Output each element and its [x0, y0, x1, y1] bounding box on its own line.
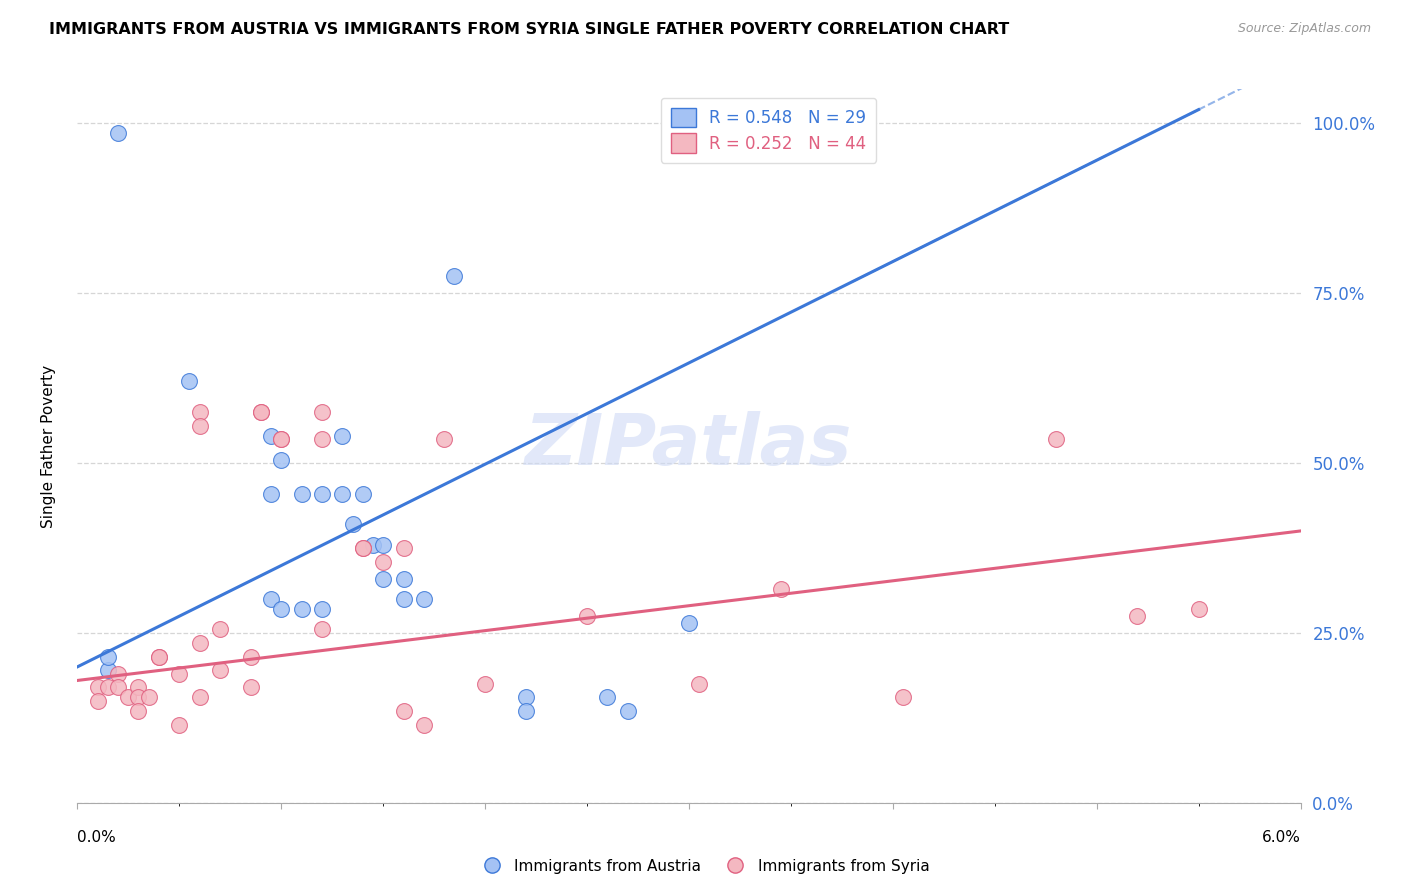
- Point: [373, 555, 395, 569]
- Point: [373, 572, 395, 586]
- Point: [260, 429, 283, 443]
- Point: [311, 486, 333, 500]
- Point: [413, 591, 436, 606]
- Point: [596, 690, 619, 705]
- Point: [291, 486, 314, 500]
- Y-axis label: Single Father Poverty: Single Father Poverty: [42, 365, 56, 527]
- Point: [128, 690, 150, 705]
- Point: [270, 432, 292, 446]
- Point: [188, 636, 211, 650]
- Point: [97, 663, 120, 677]
- Point: [311, 602, 333, 616]
- Point: [260, 591, 283, 606]
- Point: [515, 690, 537, 705]
- Point: [117, 690, 139, 705]
- Point: [891, 690, 914, 705]
- Point: [392, 541, 415, 555]
- Point: [209, 663, 232, 677]
- Point: [107, 127, 129, 141]
- Text: ZIPatlas: ZIPatlas: [526, 411, 852, 481]
- Point: [270, 432, 292, 446]
- Point: [270, 602, 292, 616]
- Point: [392, 572, 415, 586]
- Point: [1188, 602, 1211, 616]
- Point: [392, 704, 415, 718]
- Point: [188, 418, 211, 433]
- Point: [311, 432, 333, 446]
- Point: [332, 429, 354, 443]
- Text: IMMIGRANTS FROM AUSTRIA VS IMMIGRANTS FROM SYRIA SINGLE FATHER POVERTY CORRELATI: IMMIGRANTS FROM AUSTRIA VS IMMIGRANTS FR…: [49, 22, 1010, 37]
- Point: [260, 486, 283, 500]
- Point: [311, 623, 333, 637]
- Point: [107, 666, 129, 681]
- Point: [97, 680, 120, 694]
- Point: [361, 537, 384, 551]
- Point: [128, 680, 150, 694]
- Point: [443, 269, 465, 284]
- Point: [87, 680, 110, 694]
- Point: [270, 452, 292, 467]
- Point: [250, 405, 273, 419]
- Text: 0.0%: 0.0%: [77, 830, 117, 845]
- Point: [209, 623, 232, 637]
- Point: [1045, 432, 1067, 446]
- Point: [188, 690, 211, 705]
- Legend: Immigrants from Austria, Immigrants from Syria: Immigrants from Austria, Immigrants from…: [470, 853, 936, 880]
- Point: [107, 680, 129, 694]
- Point: [148, 649, 170, 664]
- Point: [688, 677, 710, 691]
- Point: [617, 704, 640, 718]
- Point: [433, 432, 456, 446]
- Point: [392, 591, 415, 606]
- Point: [128, 704, 150, 718]
- Point: [352, 541, 374, 555]
- Point: [169, 666, 191, 681]
- Text: 6.0%: 6.0%: [1261, 830, 1301, 845]
- Point: [97, 649, 120, 664]
- Point: [179, 375, 201, 389]
- Point: [188, 405, 211, 419]
- Point: [342, 517, 364, 532]
- Point: [769, 582, 792, 596]
- Point: [515, 704, 537, 718]
- Text: Source: ZipAtlas.com: Source: ZipAtlas.com: [1237, 22, 1371, 36]
- Point: [352, 541, 374, 555]
- Point: [239, 649, 262, 664]
- Point: [311, 405, 333, 419]
- Point: [678, 615, 700, 630]
- Point: [291, 602, 314, 616]
- Point: [169, 717, 191, 731]
- Point: [1126, 608, 1149, 623]
- Point: [576, 608, 599, 623]
- Point: [239, 680, 262, 694]
- Point: [352, 486, 374, 500]
- Point: [250, 405, 273, 419]
- Point: [138, 690, 160, 705]
- Point: [148, 649, 170, 664]
- Point: [87, 694, 110, 708]
- Point: [413, 717, 436, 731]
- Point: [332, 486, 354, 500]
- Point: [373, 537, 395, 551]
- Legend: R = 0.548   N = 29, R = 0.252   N = 44: R = 0.548 N = 29, R = 0.252 N = 44: [661, 97, 876, 162]
- Point: [474, 677, 496, 691]
